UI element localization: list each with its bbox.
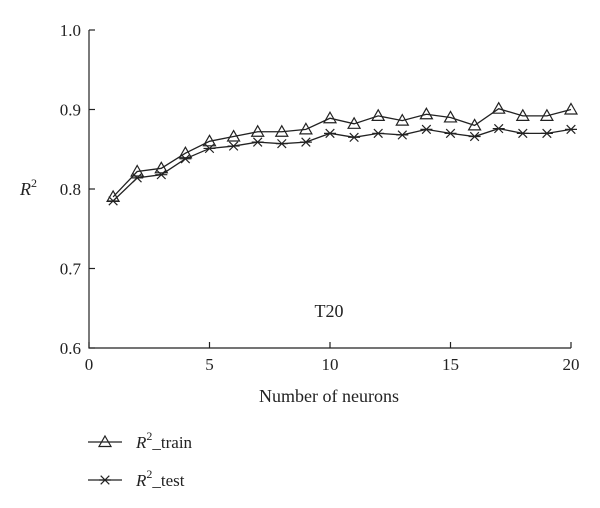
data-point xyxy=(420,124,433,135)
data-point xyxy=(372,128,385,139)
y-tick-label: 0.9 xyxy=(60,101,81,120)
axes: 0.6 0.7 0.8 0.9 1.0 0 5 10 15 20 xyxy=(60,21,580,374)
data-point xyxy=(203,143,216,154)
data-point xyxy=(443,110,458,123)
data-point xyxy=(179,154,192,164)
series-line xyxy=(112,107,572,198)
series-test xyxy=(107,123,577,206)
x-tick-label: 5 xyxy=(205,355,214,374)
data-point xyxy=(251,137,264,147)
data-point xyxy=(371,108,386,121)
y-axis-title-sup: 2 xyxy=(31,176,37,190)
triangle-marker-icon xyxy=(97,434,113,448)
legend: R2_train R2_test xyxy=(88,429,193,490)
x-tick-label: 10 xyxy=(322,355,339,374)
data-point xyxy=(324,128,336,139)
x-axis-title: Number of neurons xyxy=(259,386,399,406)
legend-item: R2_test xyxy=(88,467,185,490)
data-point xyxy=(515,108,530,121)
legend-label: R2_test xyxy=(135,467,185,490)
data-point xyxy=(298,122,313,135)
data-point xyxy=(348,132,361,143)
data-point xyxy=(202,134,217,147)
data-point xyxy=(444,128,457,139)
data-point xyxy=(492,123,505,134)
data-point xyxy=(468,131,481,142)
data-point xyxy=(396,130,409,140)
data-point xyxy=(539,108,554,121)
data-point xyxy=(516,128,529,139)
data-point xyxy=(226,129,241,142)
series-layer xyxy=(106,101,579,206)
x-tick-label: 20 xyxy=(563,355,580,374)
data-point xyxy=(395,113,410,126)
data-point xyxy=(491,101,506,114)
legend-label: R2_train xyxy=(135,429,193,452)
data-point xyxy=(178,146,193,159)
data-point xyxy=(299,137,312,147)
data-point xyxy=(419,107,434,120)
data-point xyxy=(563,102,579,115)
data-point xyxy=(467,118,482,131)
data-point xyxy=(130,164,145,177)
data-point xyxy=(322,111,338,124)
data-point xyxy=(565,124,577,135)
data-point xyxy=(154,161,169,174)
y-axis-title: R2 xyxy=(19,176,37,199)
asterisk-marker-icon xyxy=(99,475,111,485)
data-point xyxy=(227,141,240,151)
data-point xyxy=(131,173,144,183)
series-train xyxy=(106,101,579,203)
data-point xyxy=(107,196,120,206)
y-tick-label: 0.6 xyxy=(60,339,81,358)
data-point xyxy=(275,138,288,149)
y-axis-title-base: R xyxy=(19,179,31,199)
x-tick-label: 15 xyxy=(442,355,459,374)
y-tick-label: 0.8 xyxy=(60,180,81,199)
legend-item: R2_train xyxy=(88,429,193,452)
chart-annotation: T20 xyxy=(315,301,344,321)
data-point xyxy=(155,169,168,180)
x-tick-label: 0 xyxy=(85,355,94,374)
series-line xyxy=(112,127,572,202)
y-tick-label: 1.0 xyxy=(60,21,81,40)
data-point xyxy=(274,124,289,137)
data-point xyxy=(250,124,265,137)
data-point xyxy=(540,128,553,139)
data-point xyxy=(347,116,362,129)
y-tick-label: 0.7 xyxy=(60,260,82,279)
